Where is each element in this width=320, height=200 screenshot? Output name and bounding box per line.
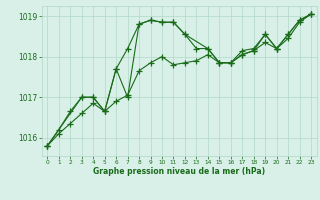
X-axis label: Graphe pression niveau de la mer (hPa): Graphe pression niveau de la mer (hPa) xyxy=(93,167,265,176)
